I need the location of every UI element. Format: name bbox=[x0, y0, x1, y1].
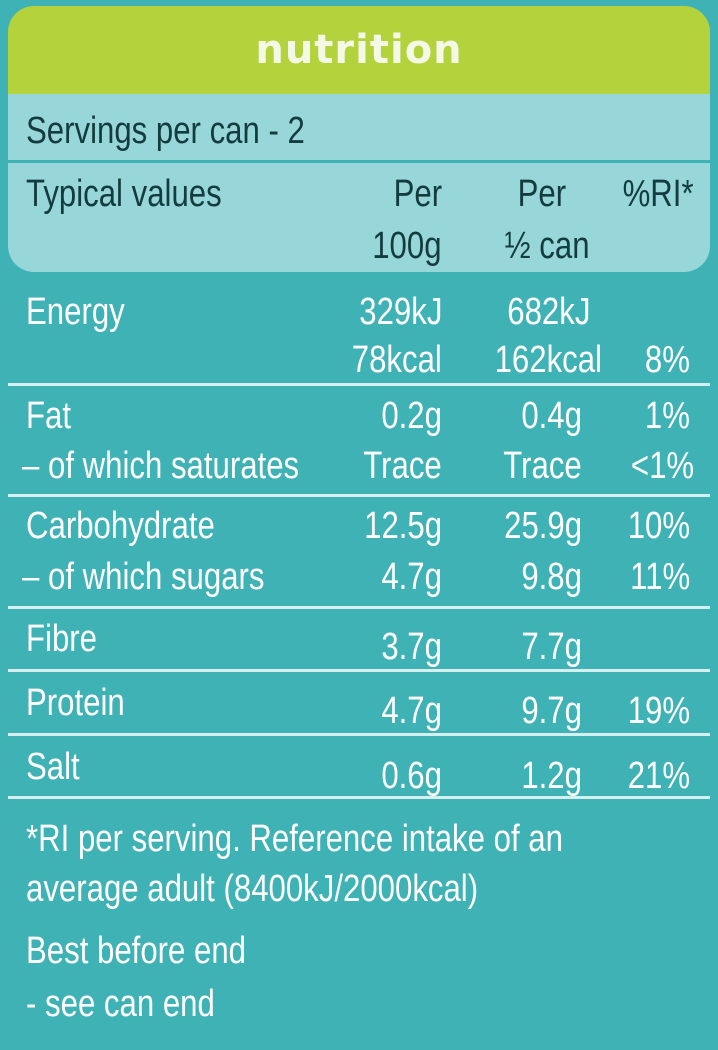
protein-per100: 4.7g bbox=[381, 690, 442, 732]
header-per-half-can-line1: Per bbox=[517, 173, 566, 215]
row-separator bbox=[8, 733, 710, 736]
energy-perhalf-kcal: 162kcal bbox=[494, 339, 602, 381]
sugars-per100: 4.7g bbox=[381, 556, 442, 598]
energy-per100-kj: 329kJ bbox=[358, 291, 442, 333]
servings-per-can: Servings per can - 2 bbox=[26, 110, 305, 152]
nutrition-title: nutrition bbox=[255, 27, 463, 73]
best-before-line-1: Best before end bbox=[26, 930, 247, 972]
fat-perhalf: 0.4g bbox=[521, 395, 582, 437]
header-ri: %RI* bbox=[623, 173, 694, 215]
header-per-100g-line1: Per bbox=[393, 173, 442, 215]
energy-perhalf-kj: 682kJ bbox=[506, 291, 590, 333]
carbohydrate-per100: 12.5g bbox=[364, 505, 442, 547]
saturates-ri: <1% bbox=[630, 445, 694, 487]
protein-perhalf: 9.7g bbox=[521, 690, 582, 732]
carbohydrate-label: Carbohydrate bbox=[26, 505, 215, 547]
header-divider bbox=[8, 160, 710, 163]
fibre-per100: 3.7g bbox=[381, 626, 442, 668]
footnote-line-2: average adult (8400kJ/2000kcal) bbox=[26, 868, 479, 910]
saturates-per100: Trace bbox=[363, 445, 442, 487]
salt-ri: 21% bbox=[627, 755, 690, 797]
carbohydrate-perhalf: 25.9g bbox=[504, 505, 582, 547]
header-typical-values: Typical values bbox=[26, 173, 222, 215]
salt-per100: 0.6g bbox=[381, 755, 442, 797]
salt-perhalf: 1.2g bbox=[521, 755, 582, 797]
fat-ri: 1% bbox=[644, 395, 690, 437]
best-before-line-2: - see can end bbox=[26, 983, 215, 1025]
row-separator bbox=[8, 494, 710, 497]
fat-per100: 0.2g bbox=[381, 395, 442, 437]
saturates-perhalf: Trace bbox=[503, 445, 582, 487]
fibre-perhalf: 7.7g bbox=[521, 626, 582, 668]
fibre-label: Fibre bbox=[26, 618, 97, 660]
saturates-label: – of which saturates bbox=[22, 445, 300, 487]
footnote-line-1: *RI per serving. Reference intake of an bbox=[26, 818, 563, 860]
protein-ri: 19% bbox=[627, 690, 690, 732]
energy-ri: 8% bbox=[644, 339, 690, 381]
fat-label: Fat bbox=[26, 395, 72, 437]
row-separator bbox=[8, 383, 710, 386]
carbohydrate-ri: 10% bbox=[627, 505, 690, 547]
energy-per100-kcal: 78kcal bbox=[351, 339, 442, 381]
salt-label: Salt bbox=[26, 746, 80, 788]
sugars-label: – of which sugars bbox=[22, 556, 265, 598]
energy-label: Energy bbox=[26, 291, 125, 333]
protein-label: Protein bbox=[26, 682, 125, 724]
row-separator bbox=[8, 606, 710, 609]
sugars-perhalf: 9.8g bbox=[521, 556, 582, 598]
header-per-100g-line2: 100g bbox=[372, 225, 442, 267]
row-separator bbox=[8, 669, 710, 672]
header-box bbox=[8, 94, 710, 272]
sugars-ri: 11% bbox=[629, 556, 690, 598]
title-band: nutrition bbox=[8, 6, 710, 94]
row-separator bbox=[8, 796, 710, 799]
header-per-half-can-line2: ½ can bbox=[505, 225, 590, 267]
